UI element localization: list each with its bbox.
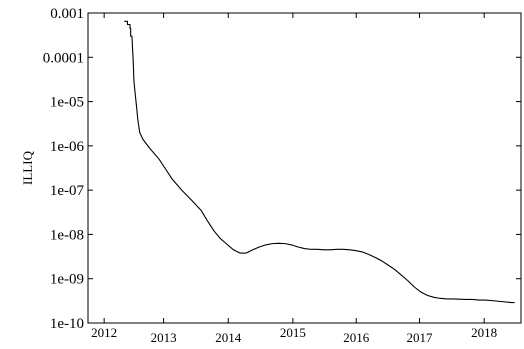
y-tick-label: 1e-06 bbox=[50, 139, 85, 155]
plot-frame bbox=[87, 12, 522, 324]
x-tick-label: 2017 bbox=[407, 330, 434, 345]
x-tick-label: 2018 bbox=[471, 325, 497, 340]
x-tick-label: 2012 bbox=[91, 325, 117, 340]
series-line bbox=[124, 20, 515, 304]
y-tick-label: 1e-08 bbox=[50, 227, 84, 243]
x-tick-label: 2015 bbox=[280, 325, 306, 340]
series-layer bbox=[124, 20, 515, 304]
x-tick-label: 2014 bbox=[215, 330, 242, 345]
y-tick-label: 1e-10 bbox=[50, 316, 84, 332]
y-axis: 0.001 0.0001 1e-05 1e-06 1e-07 1e-08 1e-09 1e-1… bbox=[43, 6, 521, 332]
y-tick-label: 1e-07 bbox=[50, 183, 85, 199]
plot-frame-border bbox=[87, 12, 522, 324]
y-tick-label: 0.001 bbox=[50, 6, 84, 22]
x-axis: 2012 2013 2014 2015 2016 2017 2018 bbox=[91, 13, 497, 345]
y-tick-label: 1e-09 bbox=[50, 272, 84, 288]
x-tick-label: 2013 bbox=[151, 330, 177, 345]
y-tick-label: 0.0001 bbox=[43, 50, 84, 66]
y-axis-label: ILLIQ bbox=[20, 150, 35, 185]
y-tick-label: 1e-05 bbox=[50, 95, 84, 111]
x-tick-label: 2016 bbox=[343, 330, 370, 345]
